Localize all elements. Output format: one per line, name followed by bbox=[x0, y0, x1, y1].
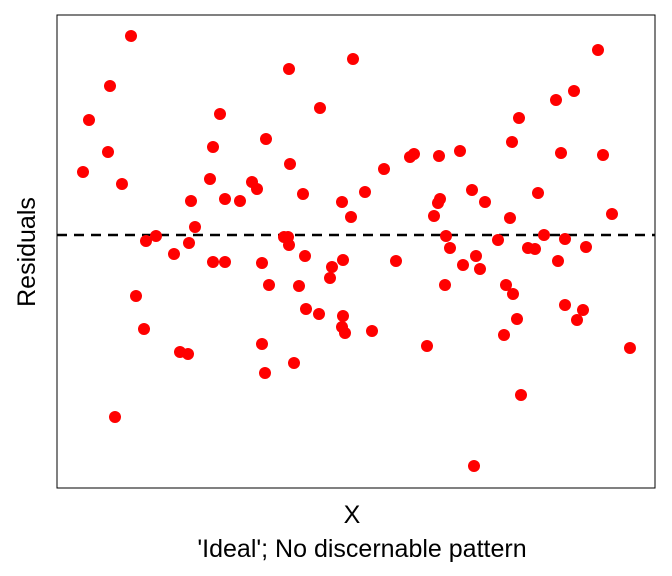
point bbox=[597, 149, 609, 161]
point bbox=[479, 196, 491, 208]
point bbox=[183, 237, 195, 249]
point bbox=[219, 256, 231, 268]
x-axis-label: X bbox=[344, 501, 361, 529]
point bbox=[125, 30, 137, 42]
plot-frame bbox=[56, 14, 656, 489]
point bbox=[297, 188, 309, 200]
point bbox=[577, 304, 589, 316]
point bbox=[532, 187, 544, 199]
point bbox=[444, 242, 456, 254]
y-axis-label: Residuals bbox=[13, 197, 41, 307]
point bbox=[102, 146, 114, 158]
point bbox=[515, 389, 527, 401]
point bbox=[293, 280, 305, 292]
point bbox=[421, 340, 433, 352]
point bbox=[571, 314, 583, 326]
point bbox=[408, 148, 420, 160]
point bbox=[282, 231, 294, 243]
point bbox=[434, 193, 446, 205]
point bbox=[366, 325, 378, 337]
point bbox=[345, 211, 357, 223]
point bbox=[511, 313, 523, 325]
point bbox=[457, 259, 469, 271]
point bbox=[288, 357, 300, 369]
point bbox=[260, 133, 272, 145]
point bbox=[182, 348, 194, 360]
point bbox=[500, 279, 512, 291]
point bbox=[283, 63, 295, 75]
point bbox=[251, 183, 263, 195]
point bbox=[559, 299, 571, 311]
point bbox=[580, 241, 592, 253]
point bbox=[207, 256, 219, 268]
point bbox=[204, 173, 216, 185]
point bbox=[440, 230, 452, 242]
point bbox=[555, 147, 567, 159]
point bbox=[390, 255, 402, 267]
point bbox=[492, 234, 504, 246]
point bbox=[324, 272, 336, 284]
point bbox=[454, 145, 466, 157]
point bbox=[428, 210, 440, 222]
point bbox=[470, 250, 482, 262]
point bbox=[568, 85, 580, 97]
point bbox=[552, 255, 564, 267]
point bbox=[337, 310, 349, 322]
point bbox=[339, 327, 351, 339]
point bbox=[466, 184, 478, 196]
point bbox=[138, 323, 150, 335]
point bbox=[336, 196, 348, 208]
point bbox=[284, 158, 296, 170]
point bbox=[77, 166, 89, 178]
point bbox=[359, 186, 371, 198]
point bbox=[506, 136, 518, 148]
point bbox=[507, 288, 519, 300]
point bbox=[592, 44, 604, 56]
point bbox=[347, 53, 359, 65]
point bbox=[550, 94, 562, 106]
point bbox=[538, 229, 550, 241]
point bbox=[513, 112, 525, 124]
point bbox=[256, 257, 268, 269]
point bbox=[130, 290, 142, 302]
caption: 'Ideal'; No discernable pattern bbox=[197, 535, 526, 563]
point bbox=[474, 263, 486, 275]
point bbox=[314, 102, 326, 114]
point bbox=[109, 411, 121, 423]
point bbox=[468, 460, 480, 472]
point bbox=[559, 233, 571, 245]
point bbox=[433, 150, 445, 162]
point bbox=[259, 367, 271, 379]
point bbox=[378, 163, 390, 175]
point bbox=[313, 308, 325, 320]
point bbox=[104, 80, 116, 92]
point bbox=[214, 108, 226, 120]
point bbox=[300, 303, 312, 315]
point bbox=[256, 338, 268, 350]
point bbox=[140, 235, 152, 247]
point bbox=[207, 141, 219, 153]
point bbox=[337, 254, 349, 266]
point bbox=[498, 329, 510, 341]
point bbox=[624, 342, 636, 354]
point bbox=[299, 250, 311, 262]
point bbox=[263, 279, 275, 291]
point bbox=[606, 208, 618, 220]
point bbox=[529, 243, 541, 255]
point bbox=[326, 261, 338, 273]
point bbox=[185, 195, 197, 207]
point bbox=[116, 178, 128, 190]
point bbox=[439, 279, 451, 291]
point bbox=[189, 221, 201, 233]
point bbox=[150, 230, 162, 242]
point bbox=[234, 195, 246, 207]
point bbox=[168, 248, 180, 260]
point bbox=[504, 212, 516, 224]
point bbox=[219, 193, 231, 205]
point bbox=[83, 114, 95, 126]
